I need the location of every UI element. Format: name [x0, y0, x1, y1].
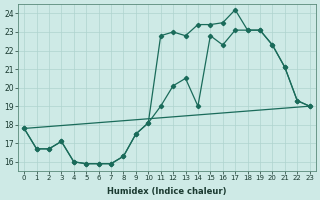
- X-axis label: Humidex (Indice chaleur): Humidex (Indice chaleur): [107, 187, 227, 196]
